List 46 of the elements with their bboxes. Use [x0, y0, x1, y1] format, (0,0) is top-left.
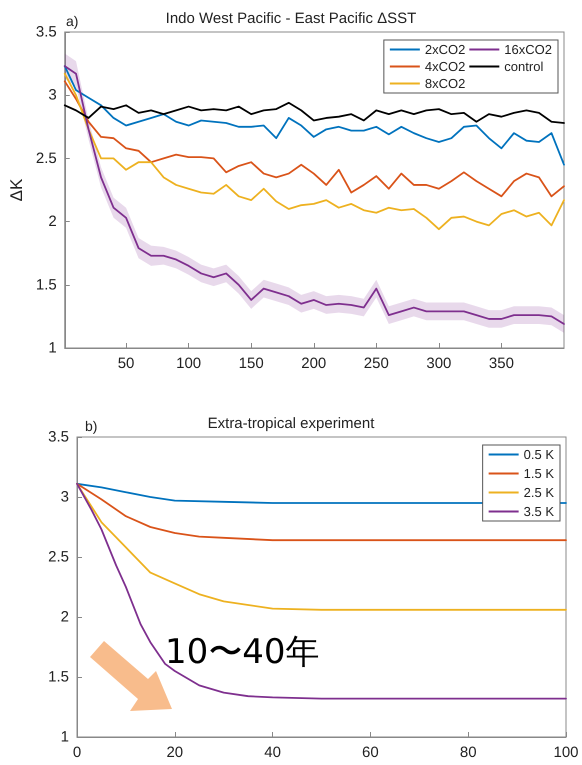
- x-tick-label: 40: [264, 744, 281, 761]
- chart-title: Indo West Pacific - East Pacific ΔSST: [166, 10, 416, 27]
- y-tick-label: 3.5: [36, 24, 57, 40]
- y-tick-label: 1: [60, 728, 69, 746]
- y-tick-label: 3.5: [48, 428, 69, 446]
- legend-label: 16xCO2: [504, 42, 552, 57]
- text: a): [66, 13, 78, 29]
- text: b): [85, 418, 98, 434]
- legend-label: 4xCO2: [424, 59, 466, 74]
- line-series: [64, 72, 565, 230]
- y-tick-label: 2.5: [48, 548, 69, 566]
- y-tick-label: 1.5: [36, 276, 57, 294]
- legend-label: 2xCO2: [424, 42, 466, 57]
- x-tick-label: 350: [488, 355, 514, 372]
- legend-label: 8xCO2: [424, 76, 466, 91]
- x-tick-label: 150: [238, 355, 264, 372]
- x-tick-label: 80: [460, 744, 477, 761]
- y-axis-title: ΔK: [7, 178, 26, 202]
- y-tick-label: 1: [48, 340, 57, 356]
- y-tick-label: 2: [60, 608, 69, 626]
- y-tick-label: 3: [48, 86, 57, 104]
- y-tick-label: 3: [60, 488, 69, 506]
- legend-label: control: [504, 59, 544, 74]
- x-tick-label: 100: [553, 744, 579, 761]
- line-series: [64, 80, 565, 198]
- legend-label: 2.5 K: [524, 485, 554, 500]
- y-tick-label: 2.5: [36, 150, 57, 167]
- annotation: 10〜40年: [165, 632, 320, 672]
- x-tick-label: 0: [72, 744, 82, 761]
- line-series: [76, 482, 567, 611]
- x-tick-label: 300: [426, 355, 452, 372]
- legend-label: 1.5 K: [524, 466, 554, 481]
- y-tick-label: 1.5: [48, 668, 69, 686]
- legend-label: 0.5 K: [524, 447, 554, 462]
- x-tick-label: 200: [301, 355, 326, 372]
- line-series: [76, 482, 567, 542]
- x-tick-label: 50: [118, 355, 134, 372]
- x-tick-label: 100: [176, 355, 202, 372]
- x-tick-label: 20: [166, 744, 184, 761]
- chart-title: Extra-tropical experiment: [208, 415, 376, 432]
- x-tick-label: 250: [364, 355, 389, 372]
- line-series: [64, 102, 565, 124]
- x-tick-label: 60: [362, 744, 379, 761]
- line-series: [76, 482, 567, 700]
- legend-label: 3.5 K: [524, 504, 554, 519]
- y-tick-label: 2: [48, 213, 57, 230]
